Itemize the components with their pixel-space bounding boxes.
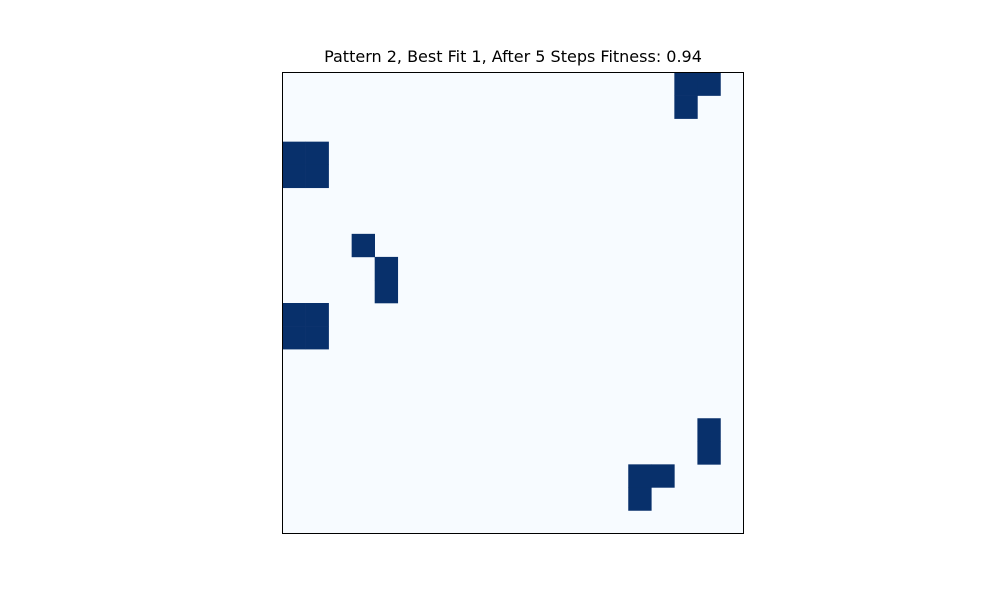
- active-cell: [282, 326, 306, 350]
- active-cell: [697, 418, 721, 442]
- active-cell: [697, 441, 721, 465]
- active-cell: [282, 303, 306, 327]
- grid-background: [282, 72, 744, 534]
- active-cell: [282, 164, 306, 189]
- active-cell: [674, 72, 698, 96]
- cells-layer: [282, 72, 744, 534]
- active-cell: [374, 256, 399, 281]
- active-cell: [305, 164, 329, 189]
- active-cell: [282, 141, 306, 165]
- plot-frame: [282, 72, 744, 534]
- active-cell: [628, 464, 652, 488]
- active-cell: [674, 95, 698, 119]
- active-cell: [305, 141, 329, 165]
- active-cell: [697, 72, 721, 96]
- active-cell: [351, 233, 375, 258]
- active-cell: [305, 326, 329, 350]
- active-cell: [651, 464, 675, 488]
- chart-title: Pattern 2, Best Fit 1, After 5 Steps Fit…: [324, 47, 702, 66]
- active-cell: [305, 303, 329, 327]
- active-cell: [374, 279, 399, 304]
- active-cell: [628, 487, 652, 511]
